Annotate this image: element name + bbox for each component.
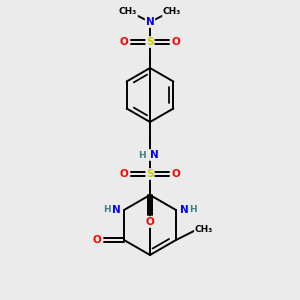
Text: O: O	[172, 169, 180, 179]
Text: CH₃: CH₃	[163, 8, 181, 16]
Text: S: S	[146, 37, 154, 47]
Text: O: O	[172, 37, 180, 47]
Text: O: O	[93, 235, 101, 245]
Text: N: N	[180, 205, 188, 215]
Text: N: N	[150, 150, 158, 160]
Text: CH₃: CH₃	[195, 226, 213, 235]
Text: CH₃: CH₃	[119, 8, 137, 16]
Text: N: N	[112, 205, 120, 215]
Text: O: O	[120, 37, 128, 47]
Text: N: N	[146, 17, 154, 27]
Text: H: H	[103, 206, 111, 214]
Text: H: H	[138, 151, 146, 160]
Text: S: S	[146, 169, 154, 179]
Text: O: O	[146, 217, 154, 227]
Text: O: O	[120, 169, 128, 179]
Text: H: H	[189, 206, 197, 214]
